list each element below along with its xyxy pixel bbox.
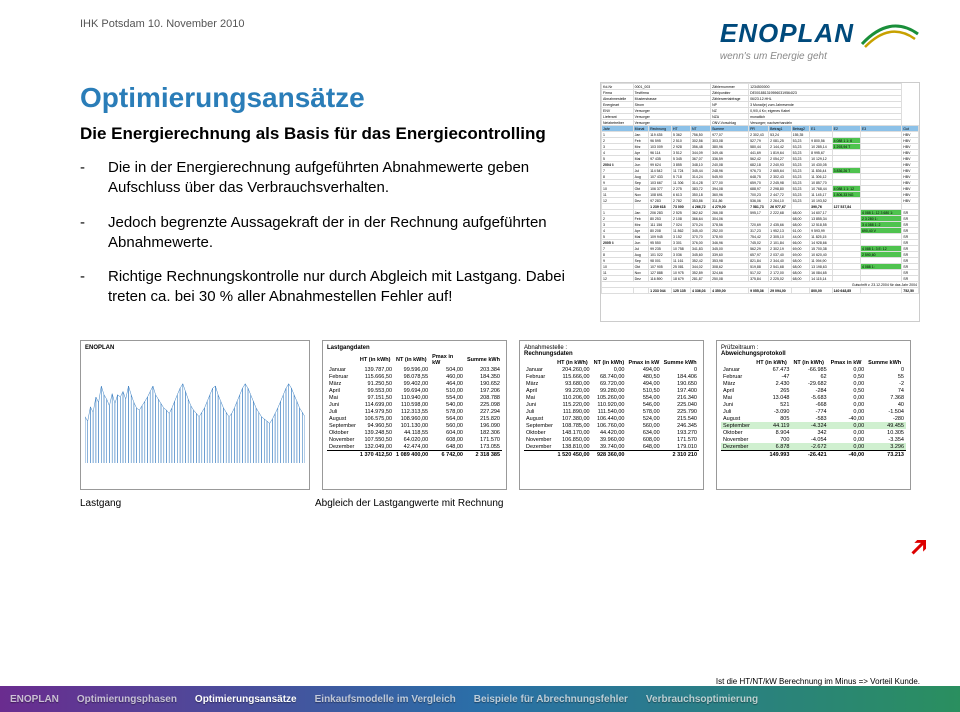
panel-lastgang-table: Lastgangdaten HT (in kWh)NT (in kWh)Pmax…: [322, 340, 507, 490]
panel-title: Abweichungsprotokoll: [721, 351, 906, 357]
footer-crumb: Optimierungsphasen: [77, 694, 177, 705]
page-subtitle: Die Energierechnung als Basis für das En…: [80, 124, 580, 144]
footer-crumb: Einkaufsmodelle im Vergleich: [315, 694, 456, 705]
panel-title: ENOPLAN: [85, 345, 305, 351]
footer-crumb: Optimierungsansätze: [195, 694, 297, 705]
logo-block: ENOPLAN wenn's um Energie geht: [720, 18, 920, 62]
panel-abweichung-table: Prüfzeitraum : Abweichungsprotokoll HT (…: [716, 340, 911, 490]
footer-crumb: ENOPLAN: [10, 694, 59, 705]
panel-title: Rechnungsdaten: [524, 351, 699, 357]
panel-rechnung-table: Abnahmestelle : Rechnungsdaten HT (in kW…: [519, 340, 704, 490]
venue-text: IHK Potsdam 10. November 2010: [80, 18, 244, 30]
detail-data-table: Kd-Nr0001_003Zählernummer1234500000Firma…: [600, 82, 920, 322]
label-lastgang: Lastgang: [80, 498, 315, 509]
footer-crumb: Beispiele für Abrechnungsfehler: [474, 694, 628, 705]
footer-nav: ENOPLAN Optimierungsphasen Optimierungsans…: [0, 686, 960, 712]
page-title: Optimierungsansätze: [80, 82, 580, 114]
footer-crumb: Verbrauchsoptimierung: [646, 694, 758, 705]
bullet-item: Richtige Rechnungskontrolle nur durch Ab…: [108, 267, 580, 308]
label-abgleich: Abgleich der Lastgangwerte mit Rechnung: [315, 498, 503, 509]
panel-title: Lastgangdaten: [327, 345, 502, 351]
subfooter-note: Ist die HT/NT/kW Berechnung im Minus => …: [716, 677, 920, 686]
tagline: wenn's um Energie geht: [720, 51, 920, 62]
panel-lastgang-chart: ENOPLAN: [80, 340, 310, 490]
bullet-list: -Die in der Energierechnung aufgeführten…: [80, 158, 580, 308]
logo-swoosh-icon: [860, 19, 920, 49]
bullet-item: Die in der Energierechnung aufgeführten …: [108, 158, 580, 199]
logo-text: ENOPLAN: [720, 18, 854, 49]
callout-arrow-icon: ➔: [900, 528, 937, 565]
bullet-item: Jedoch begrenzte Aussagekraft der in der…: [108, 213, 580, 254]
